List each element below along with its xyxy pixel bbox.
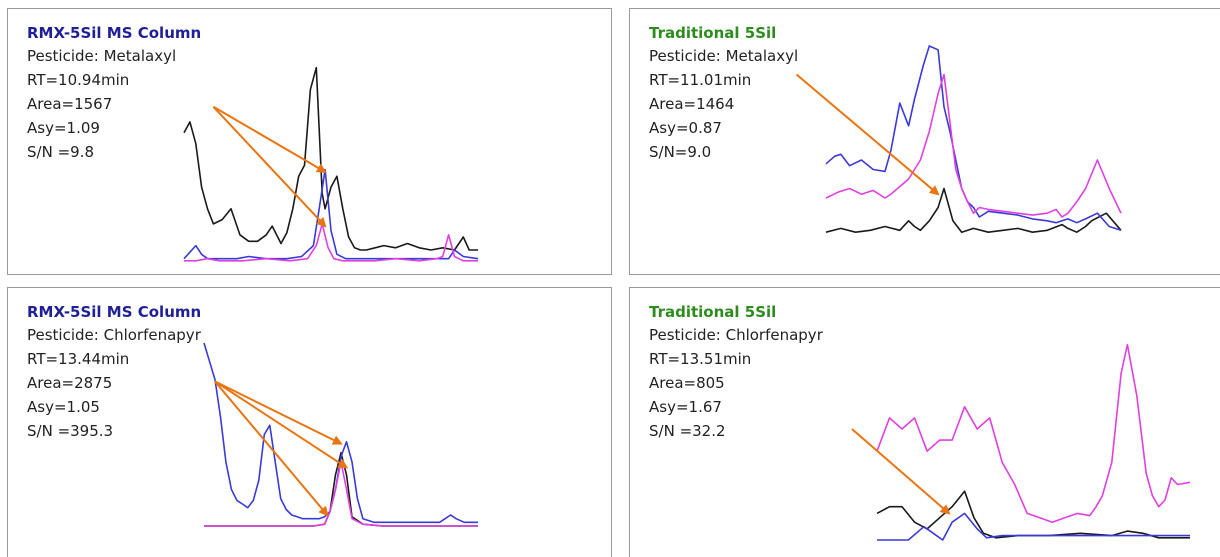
panel-info: RMX-5Sil MS Column Pesticide: Chlorfenap… <box>27 301 201 443</box>
trace-series-1 <box>183 168 479 260</box>
panel-info: Traditional 5Sil Pesticide: Metalaxyl RT… <box>649 22 798 164</box>
trace-series-2 <box>825 73 1122 218</box>
retention-time: RT=13.51min <box>649 350 752 368</box>
chromatogram-plot <box>795 45 1122 233</box>
trace-series-0 <box>183 66 478 251</box>
pesticide-label: Pesticide: Metalaxyl <box>649 47 799 65</box>
peak-arrow-2 <box>214 380 329 517</box>
signal-to-noise: S/N =395.3 <box>27 422 114 440</box>
asymmetry: Asy=1.05 <box>27 398 100 416</box>
pesticide-label: Pesticide: Chlorfenapyr <box>649 326 823 344</box>
signal-to-noise: S/N=9.0 <box>649 143 712 161</box>
chromatogram-plot <box>851 343 1191 541</box>
peak-arrow-0 <box>795 73 940 196</box>
asymmetry: Asy=1.09 <box>27 119 100 137</box>
peak-arrow-0 <box>214 380 343 445</box>
trace-series-2 <box>204 461 478 527</box>
peak-arrow-1 <box>214 380 349 469</box>
chromatogram-plot <box>203 342 478 527</box>
retention-time: RT=10.94min <box>27 71 130 89</box>
peak-area: Area=805 <box>649 374 725 392</box>
peak-arrow-0 <box>212 105 327 173</box>
chromatogram-panel-traditional-metalaxyl: Traditional 5Sil Pesticide: Metalaxyl RT… <box>629 8 1220 275</box>
peak-arrow-0 <box>851 428 951 515</box>
pesticide-label: Pesticide: Chlorfenapyr <box>27 326 201 344</box>
trace-series-1 <box>825 45 1122 232</box>
panel-info: RMX-5Sil MS Column Pesticide: Metalaxyl … <box>27 22 201 164</box>
panel-title: Traditional 5Sil <box>649 303 777 321</box>
panel-title: RMX-5Sil MS Column <box>27 24 202 42</box>
chromatogram-panel-traditional-chlorfenapyr: Traditional 5Sil Pesticide: Chlorfenapyr… <box>629 287 1220 557</box>
panel-title: Traditional 5Sil <box>649 24 777 42</box>
trace-series-0 <box>825 187 1122 233</box>
chromatogram-panel-rmx-metalaxyl: RMX-5Sil MS Column Pesticide: Metalaxyl … <box>7 8 612 275</box>
peak-area: Area=1567 <box>27 95 113 113</box>
trace-series-1 <box>877 512 1190 541</box>
asymmetry: Asy=0.87 <box>649 119 722 137</box>
asymmetry: Asy=1.67 <box>649 398 722 416</box>
retention-time: RT=11.01min <box>649 71 752 89</box>
chromatogram-plot <box>183 66 479 262</box>
peak-area: Area=2875 <box>27 374 113 392</box>
panel-info: Traditional 5Sil Pesticide: Chlorfenapyr… <box>649 301 823 443</box>
signal-to-noise: S/N =9.8 <box>27 143 94 161</box>
peak-area: Area=1464 <box>649 95 735 113</box>
peak-arrow-1 <box>212 106 327 228</box>
trace-series-2 <box>876 343 1191 523</box>
trace-series-0 <box>876 490 1190 539</box>
retention-time: RT=13.44min <box>27 350 130 368</box>
trace-series-1 <box>203 342 478 524</box>
panel-title: RMX-5Sil MS Column <box>27 303 202 321</box>
pesticide-label: Pesticide: Metalaxyl <box>27 47 177 65</box>
trace-series-2 <box>184 223 478 262</box>
chromatogram-panel-rmx-chlorfenapyr: RMX-5Sil MS Column Pesticide: Chlorfenap… <box>7 287 612 557</box>
signal-to-noise: S/N =32.2 <box>649 422 726 440</box>
